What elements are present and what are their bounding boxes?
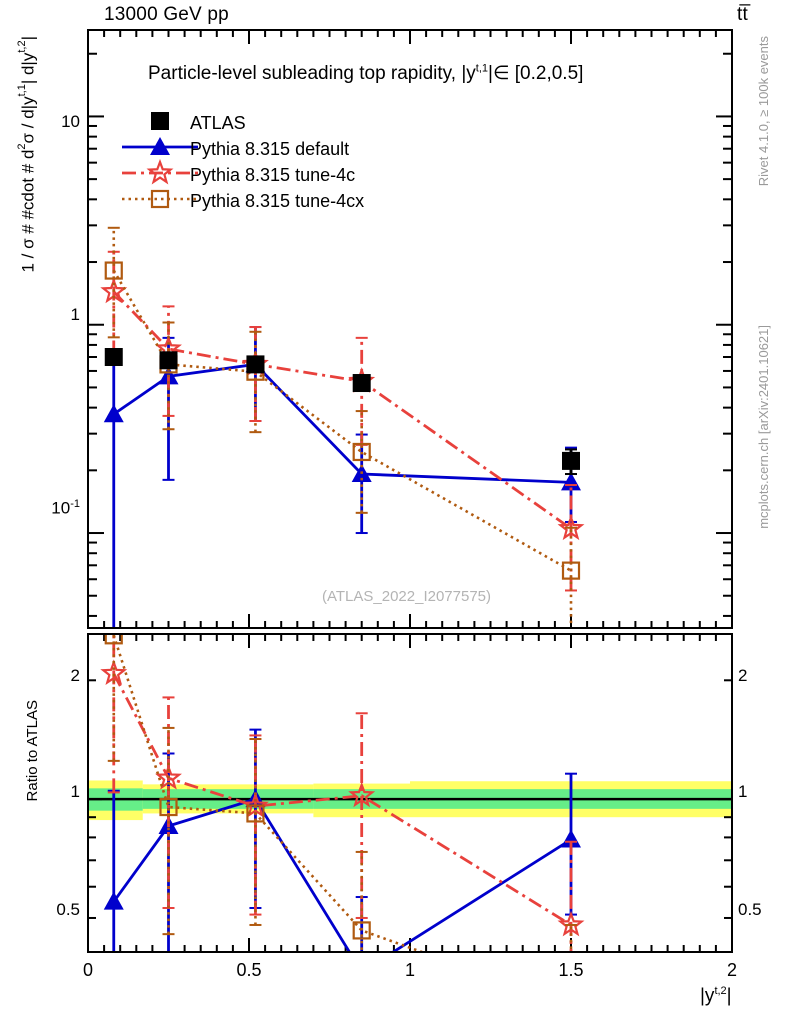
main-marker-0-0 [104,347,123,366]
main-marker-1-0 [103,404,124,423]
ratio-marker-2-1 [159,797,178,817]
y-tick-exponent-main-2: -1 [70,498,80,510]
chart-title-range: ∈ [0.2,0.5] [492,63,584,84]
legend-item-atlas: ATLAS [190,113,246,133]
ratio-marker-2-0 [104,635,123,645]
legend-marker-3 [150,189,170,209]
x-tick-label-2: 1 [404,960,415,980]
y-tick-label-main-2: 10-1 [22,498,80,519]
x-tick-label-1: 0.5 [236,960,262,980]
x-axis-label-close: | [726,985,732,1007]
y-tick-text-ratio-1: 1 [70,782,80,801]
legend-item-tune4cx: Pythia 8.315 tune-4cx [190,191,365,211]
main-marker-3-0 [104,261,123,280]
x-axis-label-sup: t,2 [714,985,727,997]
y-tick-label-ratio-0: 2 [34,666,80,686]
main-line-1 [112,362,572,484]
y-tick-label-ratio-2: 0.5 [22,900,80,920]
axis-ticks [87,30,733,952]
legend-marker-2 [146,158,174,185]
x-axis-label: |yt,2| [700,985,732,1007]
legend-item-default: Pythia 8.315 default [190,139,350,159]
y-tick-text-ratio-right-0: 2 [738,666,748,685]
chart-title: Particle-level subleading top rapidity, … [148,62,583,85]
chart-title-var-sup: t,1 [475,62,488,75]
main-marker-2-4 [557,514,585,541]
ratio-marker-2-4 [563,998,579,1014]
ratio-plot-series [89,635,731,1014]
ratio-marker-1-0 [100,659,128,686]
ratio-marker-0-3 [352,962,372,980]
main-line-3 [112,269,572,572]
main-marker-0-4 [562,451,580,470]
y-tick-text-main-0: 10 [61,112,80,131]
legend-marker-0 [151,112,169,130]
y-tick-label-ratio-right-2: 0.5 [738,900,762,920]
header-left-label: 13000 GeV pp [104,4,229,25]
y-tick-label-main-0: 10 [34,112,80,132]
legend-glyphs [122,112,198,209]
chart-title-var-close: | [488,63,493,84]
dataset-watermark: (ATLAS_2022_I2077575) [322,588,492,605]
y-tick-label-ratio-right-0: 2 [738,666,747,686]
y-tick-text-ratio-right-2: 0.5 [738,900,762,919]
y-tick-label-ratio-right-1: 1 [738,782,747,802]
ratio-marker-1-4 [557,910,585,937]
y-tick-label-main-1: 1 [34,305,80,325]
y-tick-text-ratio-right-1: 1 [738,782,748,801]
x-tick-label-3: 1.5 [558,960,584,980]
y-tick-text-ratio-2: 0.5 [56,900,80,919]
main-marker-3-4 [561,561,581,580]
ratio-marker-2-3 [352,921,371,940]
main-marker-0-2 [246,355,265,374]
y-tick-text-main-1: 1 [70,305,80,324]
chart-title-var: |y [461,63,476,84]
ratio-marker-0-4 [561,829,581,848]
x-tick-label-0: 0 [82,960,93,980]
header-right-label: tt̅ [737,4,748,25]
legend-item-tune4c: Pythia 8.315 tune-4c [190,165,356,185]
chart-title-main: Particle-level subleading top rapidity, [148,63,462,84]
y-tick-text-main-2: 10 [51,498,71,518]
main-marker-0-1 [159,351,178,370]
main-line-2 [112,290,572,530]
x-axis-label-base: |y [700,985,715,1007]
ratio-line-0 [112,797,572,951]
main-marker-0-3 [352,374,371,393]
ratio-marker-1-2 [241,791,269,818]
main-panel-frame [87,29,733,629]
ratio-marker-0-0 [103,891,124,910]
legend-marker-1 [150,137,170,155]
y-tick-text-ratio-0: 2 [70,666,80,685]
main-plot-series [100,226,585,627]
ratio-marker-2-2 [246,804,265,823]
main-marker-3-3 [352,442,371,462]
legend: ATLAS Pythia 8.315 default Pythia 8.315 … [190,110,364,214]
y-tick-label-ratio-1: 1 [34,782,80,802]
ratio-marker-1-3 [348,781,376,808]
x-tick-label-4: 2 [726,960,737,980]
